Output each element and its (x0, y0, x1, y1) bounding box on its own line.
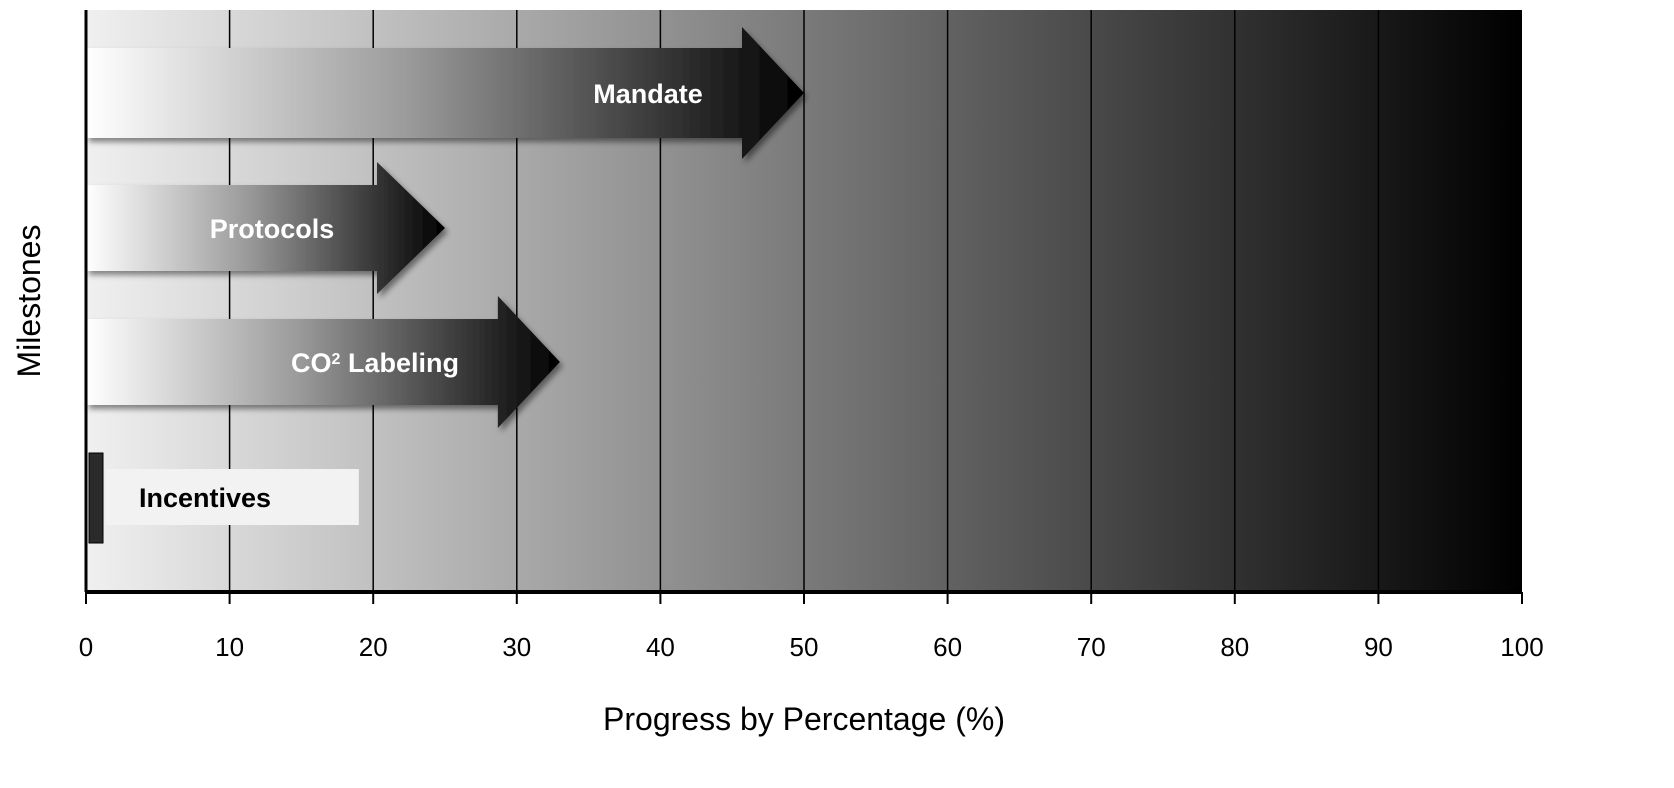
y-axis-title: Milestones (11, 225, 47, 378)
x-tick-label: 100 (1500, 632, 1543, 662)
milestone-box (106, 469, 359, 525)
x-tick-label: 70 (1077, 632, 1106, 662)
milestone-label: CO2 Labeling (291, 348, 459, 378)
milestone-arrow (86, 296, 560, 428)
milestone-arrow (86, 27, 804, 159)
milestone-arrow (86, 162, 445, 294)
x-axis-title: Progress by Percentage (%) (603, 701, 1005, 737)
milestone-1: Mandate (86, 27, 804, 159)
milestone-2: Protocols (86, 162, 445, 294)
x-tick-label: 60 (933, 632, 962, 662)
milestone-bars: Mandate Protocols CO2 Labeling Incentives (86, 27, 804, 544)
x-tick-labels: 0 10 20 30 40 50 60 70 80 90 100 (79, 592, 1544, 662)
x-tick-label: 90 (1364, 632, 1393, 662)
x-tick-label: 0 (79, 632, 93, 662)
x-tick-label: 30 (502, 632, 531, 662)
x-tick-label: 40 (646, 632, 675, 662)
milestone-label: Mandate (593, 79, 703, 109)
x-tick-label: 10 (215, 632, 244, 662)
x-tick-label: 20 (359, 632, 388, 662)
milestone-3: CO2 Labeling (86, 296, 560, 428)
milestone-marker (88, 452, 104, 544)
milestone-label: Incentives (139, 483, 271, 513)
x-tick-label: 80 (1220, 632, 1249, 662)
milestone-label: Protocols (210, 214, 335, 244)
x-tick-label: 50 (790, 632, 819, 662)
milestone-4: Incentives (88, 452, 359, 544)
